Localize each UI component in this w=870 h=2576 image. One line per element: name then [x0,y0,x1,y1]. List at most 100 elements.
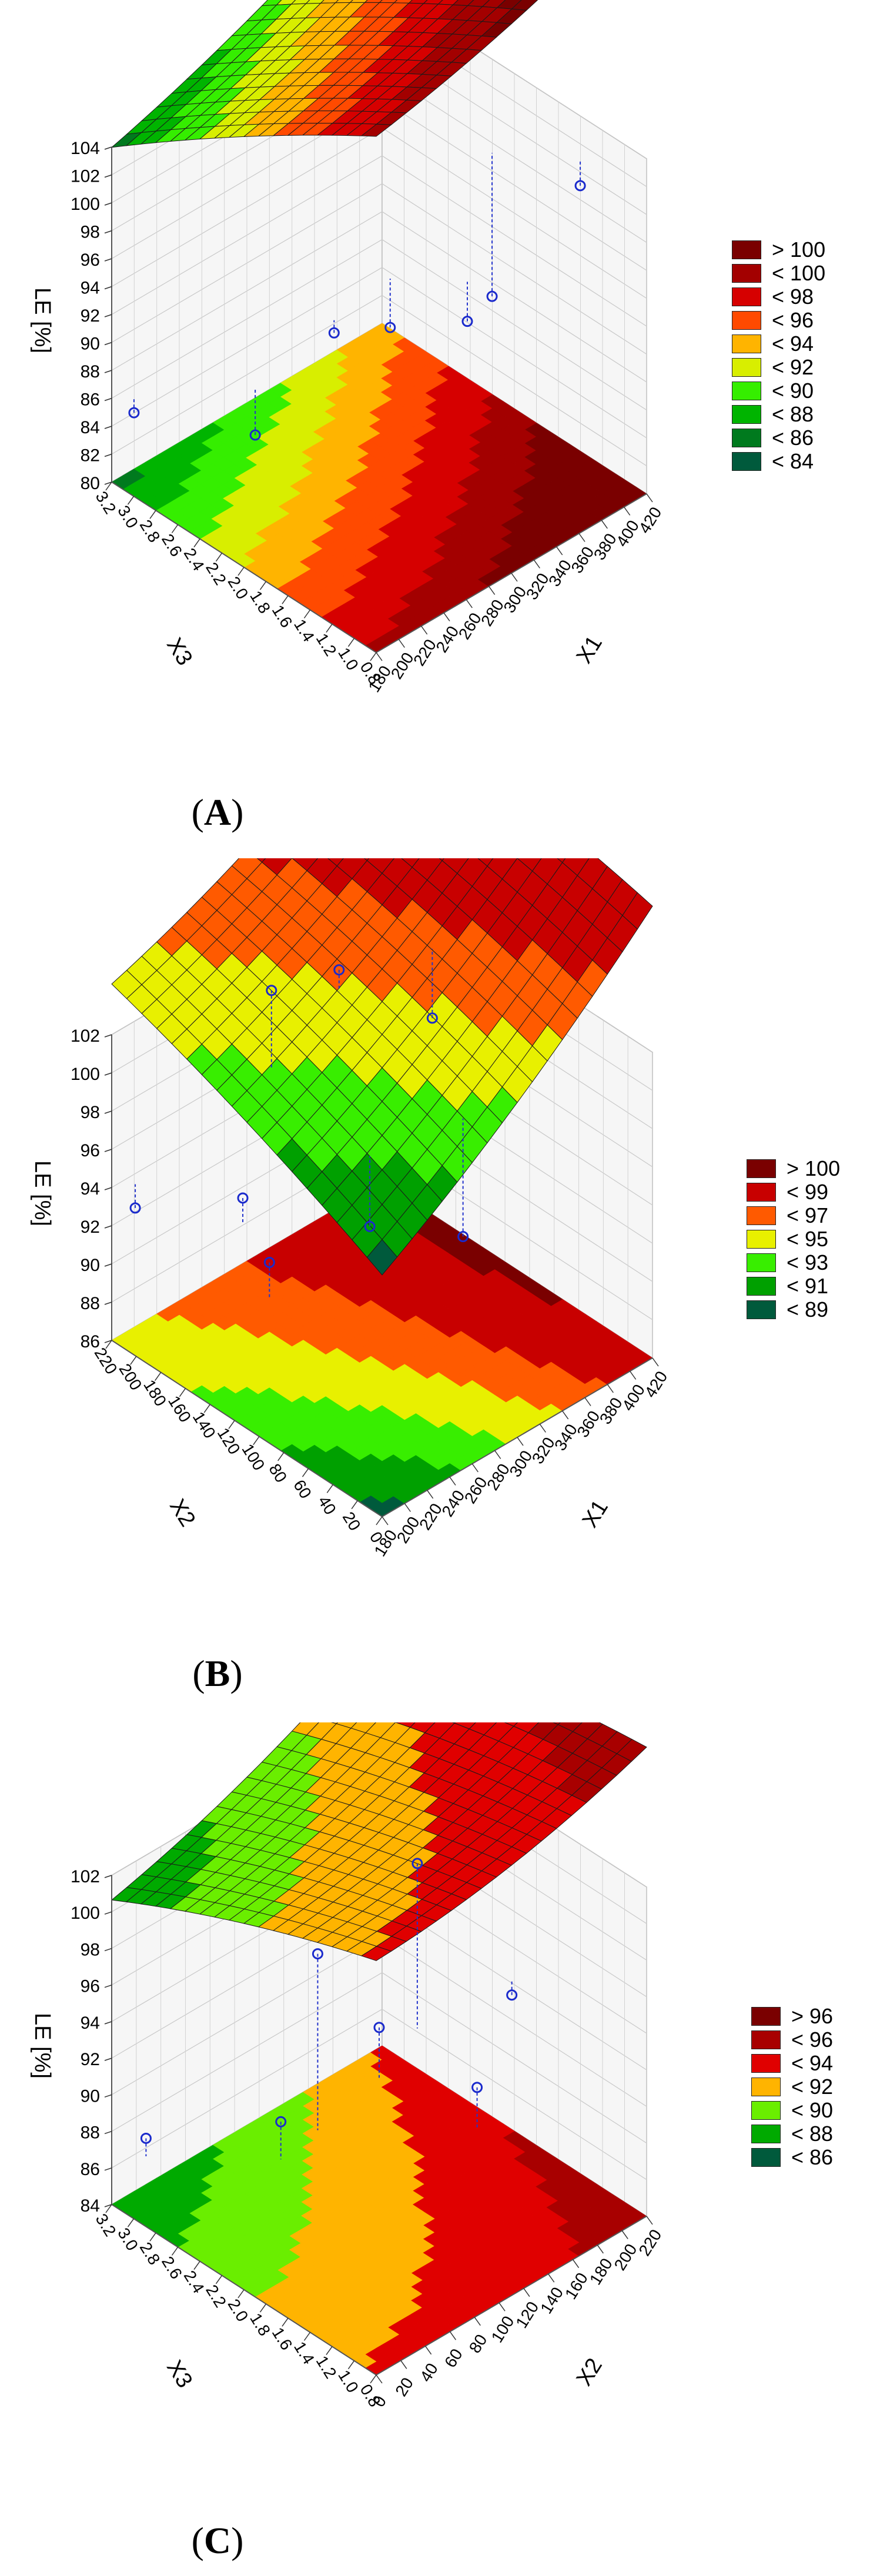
legend-label: < 86 [772,426,814,450]
y-tick [105,1340,112,1349]
legend-swatch [732,264,761,283]
z-tick-label: 96 [81,1977,100,1996]
y-tick [193,538,200,548]
x-tick-label: 200 [611,2240,641,2273]
legend-swatch [747,1253,776,1272]
data-point [574,180,586,192]
legend-swatch [732,287,761,306]
x-tick [624,507,631,516]
y-tick [203,1404,210,1413]
legend-label: < 94 [772,332,814,356]
legend-label: > 100 [772,237,826,262]
y-tick [282,595,289,604]
data-point [457,1231,469,1243]
z-tick-label: 96 [81,1141,100,1160]
z-tick-label: 92 [81,2050,100,2069]
legend-swatch [751,2007,781,2026]
x-tick-label: 420 [641,1368,671,1401]
data-point [364,1220,376,1232]
x-tick [621,2230,628,2239]
panel-b: 86 88 90 92 94 96 98 100 102 180 200 220 240 260 280 30… [0,858,870,1722]
x-tick [539,1424,546,1433]
x-tick [652,1357,659,1367]
z-tick-label: 102 [71,1867,100,1886]
x-tick-label: 140 [537,2284,567,2317]
z-tick-label: 88 [81,1294,100,1313]
z-tick [104,2167,112,2171]
caption-b: (B) [192,1652,243,1694]
x-tick [449,1477,456,1486]
floor-contour-cell [370,2045,394,2060]
x-tick [572,2259,580,2269]
legend-item: < 96 [751,2028,833,2052]
x-tick [607,1384,614,1393]
z-tick-label: 86 [81,2160,100,2179]
legend-label: < 89 [787,1297,829,1322]
x-tick [400,2360,407,2369]
y-tick [237,567,245,576]
y-tick [259,2303,267,2313]
z-tick-label: 86 [81,390,100,410]
z-tick [104,342,112,346]
y-tick [193,2261,200,2270]
x-tick [488,586,496,595]
x-tick-label: 80 [466,2331,491,2356]
z-axis-title: LE [%] [30,287,55,353]
x-tick [449,2331,457,2340]
caption-a-label: A [203,791,232,833]
legend-a: > 100 < 100 < 98 < 96 < 94 < 92 < 90 < 88 < 86 < … [732,237,826,473]
surface-cell [477,858,494,867]
z-tick-label: 94 [81,279,100,298]
legend-swatch [747,1206,776,1225]
legend-swatch [747,1159,776,1178]
legend-label: < 93 [787,1250,829,1274]
data-point [128,407,140,419]
z-tick-label: 100 [71,1903,100,1923]
z-tick-label: 104 [71,139,100,158]
legend-label: < 90 [791,2098,834,2122]
caption-c-label: C [203,2520,232,2561]
z-tick [104,230,112,234]
y-tick [277,1452,285,1461]
y-tick [127,2218,135,2227]
legend-item: < 93 [747,1250,840,1274]
x-tick [376,2374,383,2384]
legend-item: < 99 [747,1180,840,1204]
legend-item: < 96 [732,308,825,332]
data-point [275,2116,287,2127]
data-point [426,1012,438,1024]
data-point [461,316,473,327]
legend-item: < 92 [751,2075,833,2099]
data-point [506,1989,518,2001]
z-tick-label: 98 [81,1940,100,1959]
data-point [140,2132,152,2144]
y-tick [302,1468,309,1477]
legend-label: < 96 [791,2028,834,2052]
legend-label: < 86 [791,2145,834,2169]
legend-item: < 84 [732,449,825,473]
z-tick [104,1875,112,1878]
legend-item: > 100 [732,237,826,262]
y-tick [105,2204,112,2213]
surface-cell [363,858,370,861]
legend-item: < 86 [732,426,825,450]
legend-swatch [747,1230,776,1249]
z-tick-label: 94 [81,1179,100,1199]
x-tick-label: 160 [561,2270,591,2303]
y-tick [130,1356,137,1365]
z-tick-label: 88 [81,2123,100,2143]
y-axis-title: X3 [162,634,197,670]
legend-swatch [747,1183,776,1202]
data-point [328,327,340,339]
x-tick-label: 20 [392,2374,417,2400]
legend-item: < 95 [747,1227,840,1251]
z-tick [104,453,112,457]
x-tick [646,2216,653,2225]
y-tick [127,496,135,505]
caption-b-label: B [205,1652,230,1694]
z-tick [104,1302,112,1305]
y-tick [326,624,333,633]
y-tick [228,1420,235,1429]
z-tick [104,2058,112,2061]
z-axis-title: LE [%] [30,2013,55,2079]
